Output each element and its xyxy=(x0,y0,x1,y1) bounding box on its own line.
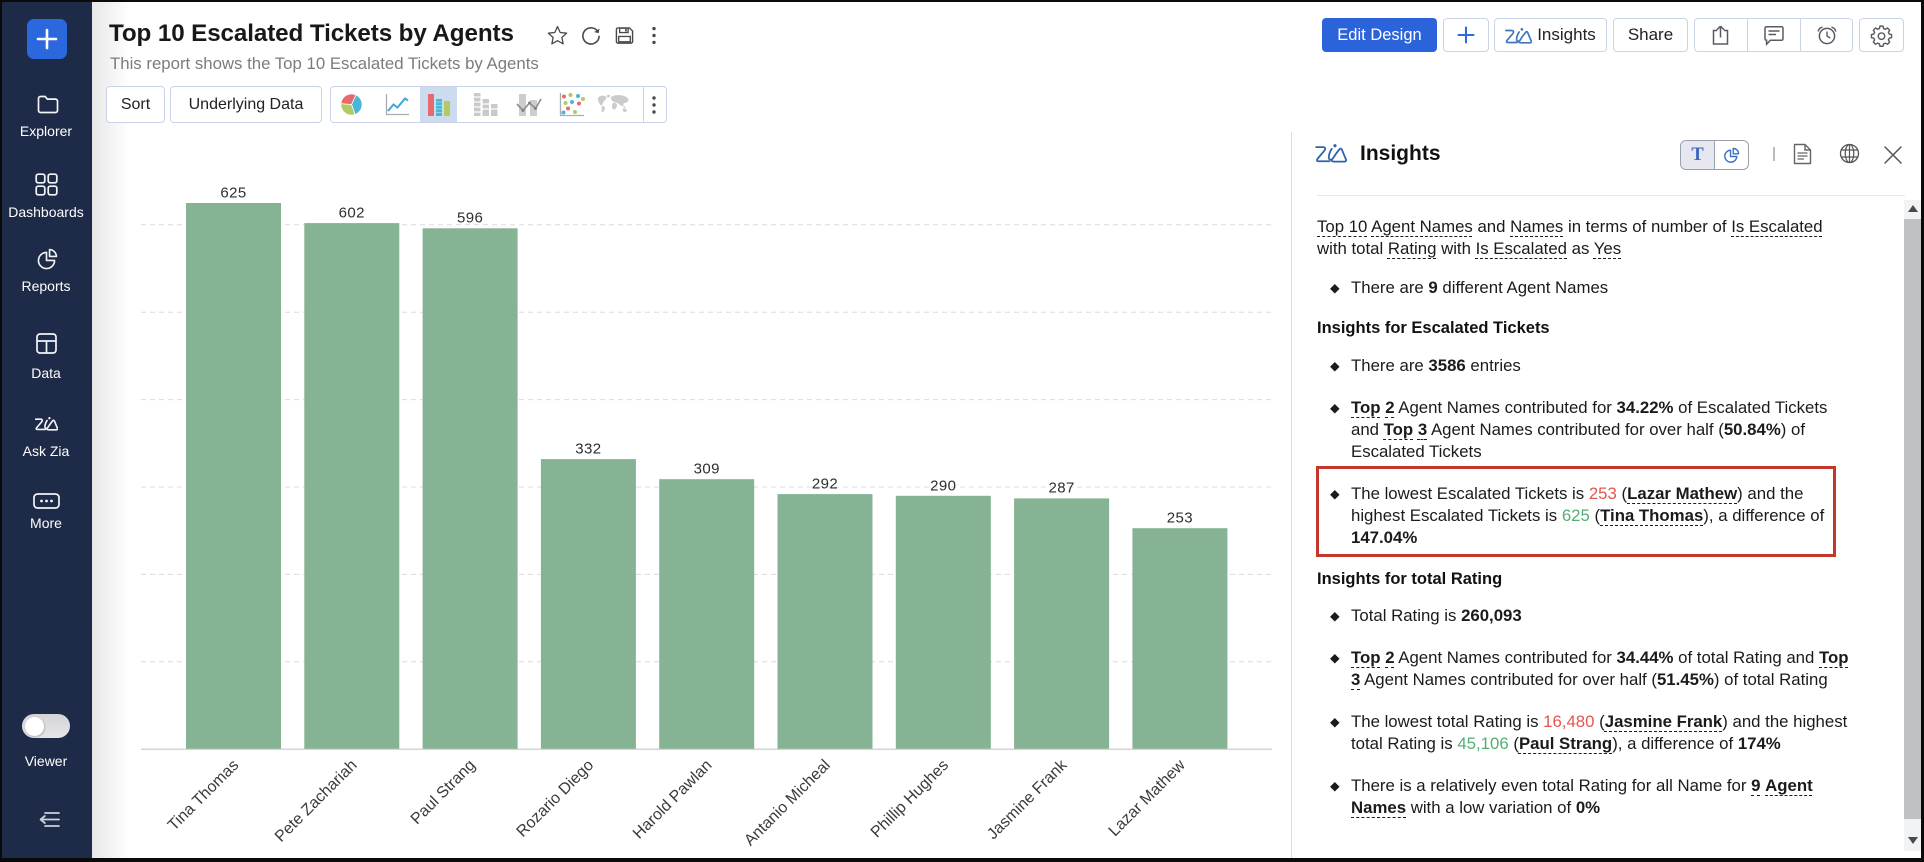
svg-text:Pete Zachariah: Pete Zachariah xyxy=(272,757,361,846)
svg-text:596: 596 xyxy=(457,210,483,227)
svg-text:309: 309 xyxy=(694,461,720,478)
svg-text:602: 602 xyxy=(339,205,365,222)
svg-text:Lazar Mathew: Lazar Mathew xyxy=(1106,756,1189,839)
svg-text:Antanio Micheal: Antanio Micheal xyxy=(741,757,834,850)
svg-text:332: 332 xyxy=(575,441,601,458)
svg-text:Tina Thomas: Tina Thomas xyxy=(165,757,242,834)
svg-text:Paul Strang: Paul Strang xyxy=(408,757,479,828)
svg-text:253: 253 xyxy=(1167,510,1193,527)
svg-text:Phillip Hughes: Phillip Hughes xyxy=(868,757,952,841)
svg-text:Jasmine Frank: Jasmine Frank xyxy=(984,756,1071,843)
svg-text:290: 290 xyxy=(930,478,956,495)
svg-text:Harold Pawlan: Harold Pawlan xyxy=(630,757,716,843)
svg-text:Rozario Diego: Rozario Diego xyxy=(514,757,598,841)
svg-text:287: 287 xyxy=(1048,480,1074,497)
svg-text:292: 292 xyxy=(812,476,838,493)
svg-text:625: 625 xyxy=(220,185,246,202)
